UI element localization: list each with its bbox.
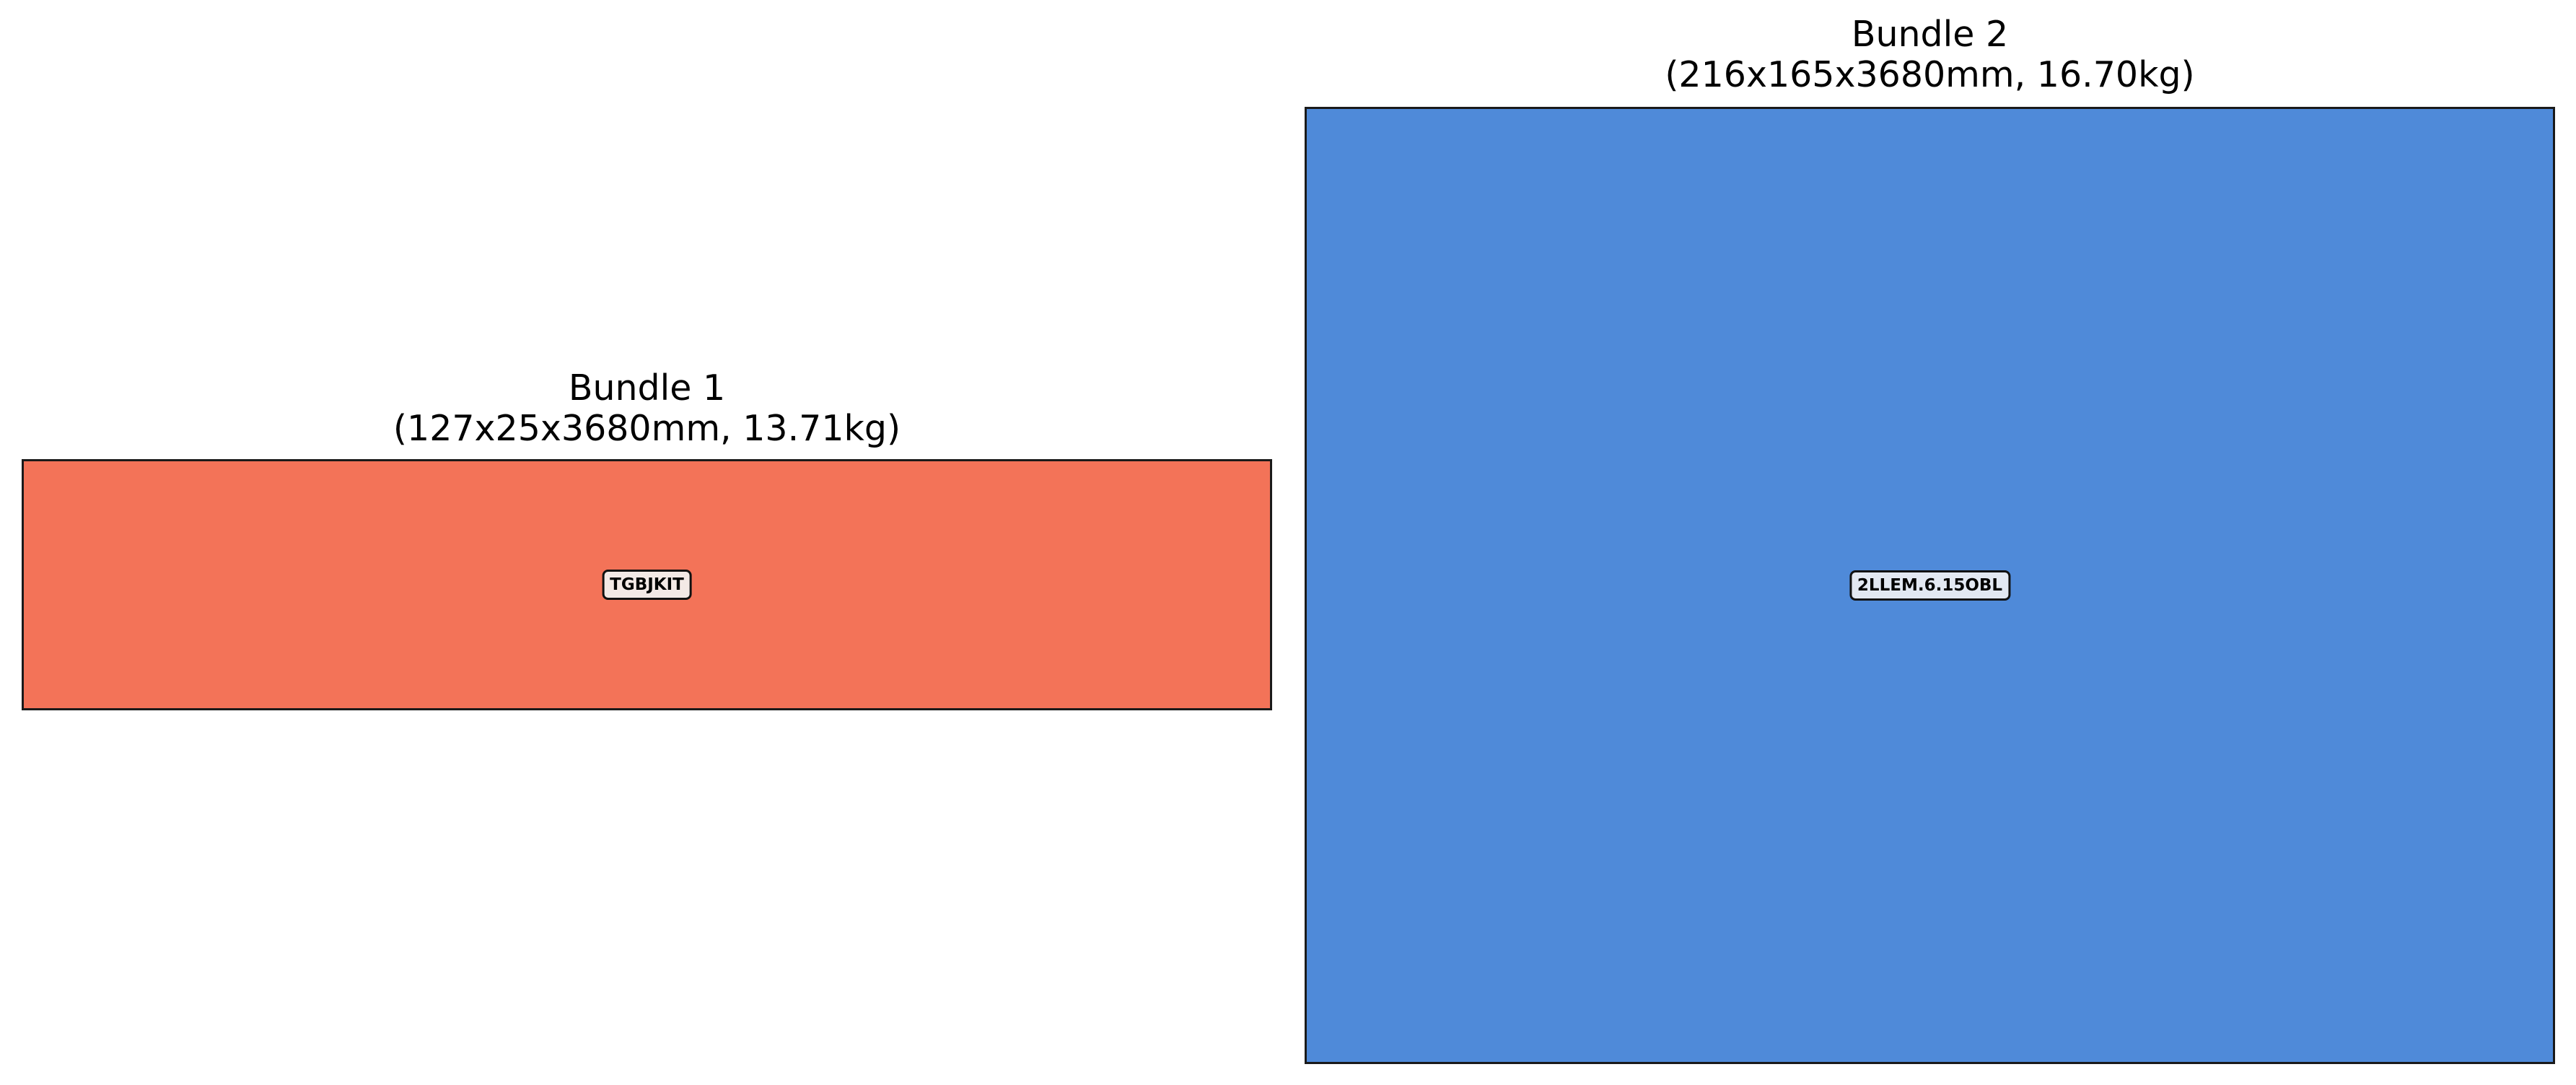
bundle-1-item-label: TGBJKIT [602,570,692,600]
bundle-2-name: Bundle 2 [1851,14,2009,55]
bundle-2-title: Bundle 2 (216x165x3680mm, 16.70kg) [1305,14,2555,95]
bundle-2-details: (216x165x3680mm, 16.70kg) [1665,54,2195,95]
bundle-1-details: (127x25x3680mm, 13.71kg) [393,408,901,449]
bundle-1-cross-section: TGBJKIT [22,459,1272,710]
bundle-2-cross-section: 2LLEM.6.15OBL [1305,107,2555,1064]
bundle-2-item-label: 2LLEM.6.15OBL [1849,570,2011,601]
bundle-1-name: Bundle 1 [568,367,726,409]
bundle-1-title: Bundle 1 (127x25x3680mm, 13.71kg) [22,368,1272,449]
